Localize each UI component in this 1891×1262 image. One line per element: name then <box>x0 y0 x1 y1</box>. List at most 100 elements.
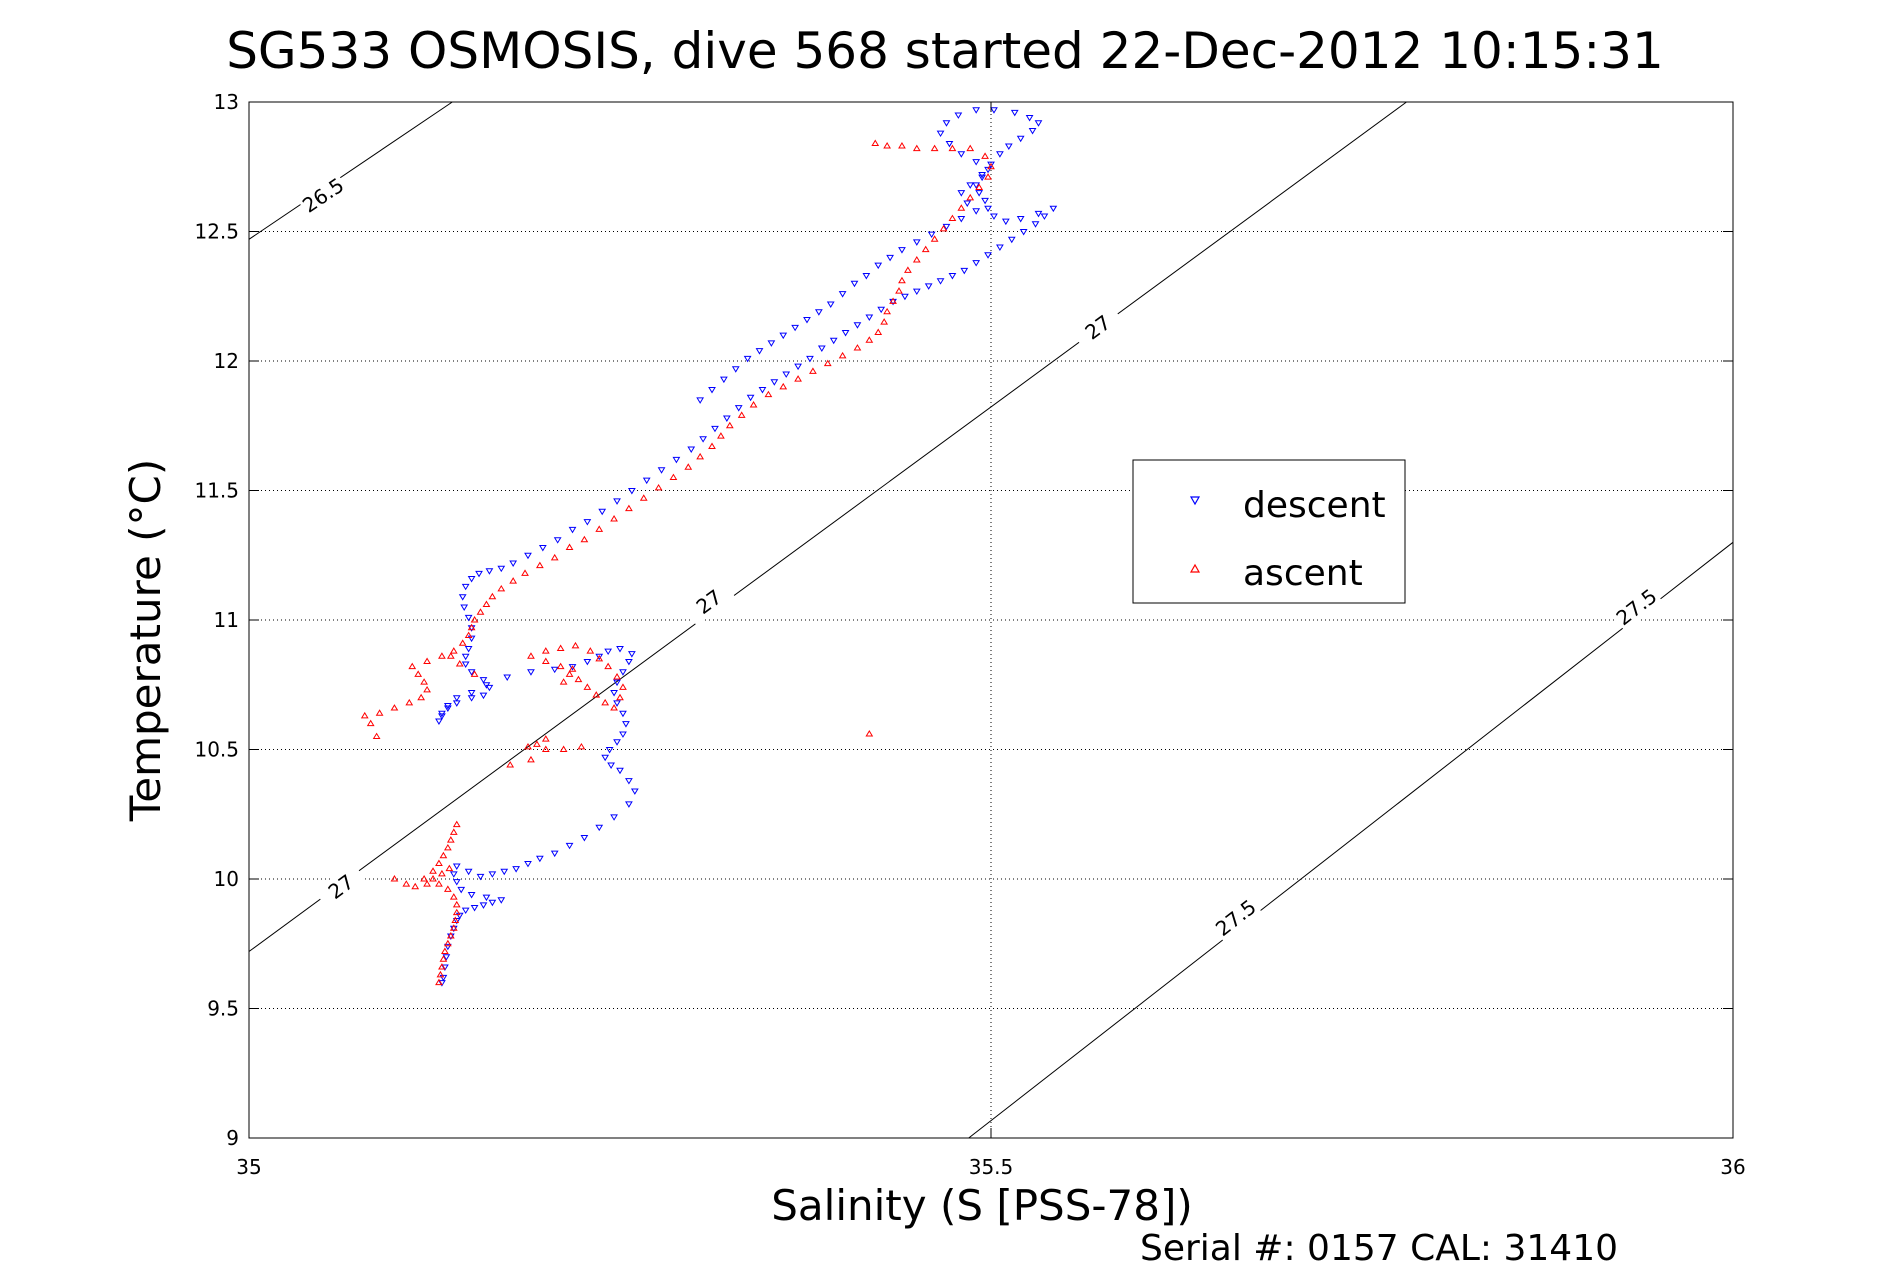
data-point-descent <box>966 182 975 189</box>
data-point-descent <box>1049 205 1058 213</box>
data-point-descent <box>535 855 544 863</box>
legend-label-descent: descent <box>1243 485 1386 526</box>
data-point-ascent <box>725 421 734 429</box>
data-point-ascent <box>458 639 467 646</box>
y-axis-label: Temperature (°C) <box>121 459 170 823</box>
data-point-descent <box>924 283 933 290</box>
serial-cal-footer: Serial #: 0157 CAL: 31410 <box>1140 1228 1618 1262</box>
data-point-descent <box>449 871 458 878</box>
data-point-descent <box>435 718 443 725</box>
data-point-ascent <box>535 561 544 569</box>
data-point-ascent <box>417 693 426 701</box>
data-point-ascent <box>446 652 455 659</box>
data-point-descent <box>803 317 811 324</box>
data-point-ascent <box>586 647 595 654</box>
data-point-ascent <box>411 882 420 890</box>
data-point-ascent <box>497 584 506 592</box>
data-point-ascent <box>414 670 423 677</box>
data-point-descent <box>942 223 951 231</box>
data-point-descent <box>595 824 604 832</box>
data-point-descent <box>598 508 607 516</box>
data-point-descent <box>583 519 592 526</box>
data-point-descent <box>1016 135 1025 143</box>
data-point-descent <box>622 721 630 728</box>
data-point-ascent <box>449 924 458 931</box>
data-point-ascent <box>524 742 532 750</box>
data-point-descent <box>497 565 506 573</box>
data-point-ascent <box>455 660 464 667</box>
data-point-descent <box>954 112 963 119</box>
data-point-ascent <box>601 698 610 706</box>
data-point-ascent <box>506 761 515 768</box>
x-tick-label: 35 <box>236 1155 261 1179</box>
data-point-descent <box>625 778 633 785</box>
data-point-descent <box>452 863 461 871</box>
legend-marker-ascent <box>1189 563 1201 573</box>
data-point-ascent <box>809 367 817 374</box>
y-tick-label: 10 <box>214 867 239 891</box>
data-point-descent <box>912 239 921 246</box>
legend-marker-descent <box>1189 496 1201 506</box>
data-point-descent <box>755 348 764 355</box>
data-point-descent <box>482 894 491 902</box>
data-point-descent <box>1028 127 1037 135</box>
data-point-ascent <box>981 152 989 159</box>
data-point-descent <box>461 583 470 591</box>
data-point-ascent <box>451 916 460 923</box>
data-point-ascent <box>438 869 446 877</box>
data-point-descent <box>829 337 838 345</box>
data-point-ascent <box>619 683 627 690</box>
data-point-ascent <box>898 142 906 149</box>
data-point-descent <box>619 710 627 718</box>
data-point-descent <box>877 306 886 314</box>
data-point-ascent <box>541 745 550 752</box>
chart-title: SG533 OSMOSIS, dive 568 started 22-Dec-2… <box>226 22 1664 80</box>
data-point-ascent <box>439 851 448 859</box>
data-point-descent <box>538 544 547 552</box>
data-point-descent <box>758 386 767 394</box>
data-point-descent <box>957 216 966 223</box>
data-point-descent <box>512 866 521 873</box>
data-point-ascent <box>452 908 461 916</box>
data-point-ascent <box>749 401 758 408</box>
data-point-ascent <box>438 652 446 659</box>
data-point-descent <box>524 860 532 868</box>
data-point-descent <box>996 151 1004 158</box>
density-contour-27.5 <box>968 541 1734 1139</box>
y-tick-label: 11 <box>214 608 239 632</box>
data-point-descent <box>889 298 897 306</box>
x-tick-label: 35.5 <box>969 1155 1014 1179</box>
data-point-ascent <box>604 662 613 670</box>
data-point-ascent <box>654 483 663 491</box>
data-point-descent <box>782 371 791 378</box>
data-point-ascent <box>696 452 705 460</box>
data-point-ascent <box>423 657 431 664</box>
data-point-descent <box>719 376 728 384</box>
data-point-ascent <box>372 732 381 740</box>
data-point-ascent <box>957 204 966 211</box>
data-point-ascent <box>939 224 948 232</box>
data-point-descent <box>625 801 633 808</box>
legend-label-ascent: ascent <box>1243 553 1363 594</box>
data-point-ascent <box>408 662 417 670</box>
y-tick-label: 9.5 <box>207 997 239 1021</box>
x-axis-label: Salinity (S [PSS-78]) <box>771 1181 1193 1230</box>
data-point-descent <box>627 651 636 658</box>
data-point-descent <box>485 684 494 692</box>
contour-label-bg <box>314 862 368 911</box>
data-point-descent <box>987 161 995 169</box>
data-point-ascent <box>449 647 458 654</box>
data-point-descent <box>485 568 494 575</box>
data-point-ascent <box>488 592 497 600</box>
data-point-ascent <box>610 704 618 711</box>
data-point-descent <box>601 754 610 762</box>
data-point-ascent <box>874 328 883 336</box>
data-point-ascent <box>889 297 897 304</box>
data-point-ascent <box>521 569 529 576</box>
data-point-ascent <box>930 144 939 152</box>
data-point-descent <box>565 842 574 850</box>
data-point-descent <box>595 653 604 661</box>
data-point-descent <box>461 907 470 915</box>
data-point-descent <box>476 873 485 881</box>
data-point-descent <box>699 436 707 443</box>
